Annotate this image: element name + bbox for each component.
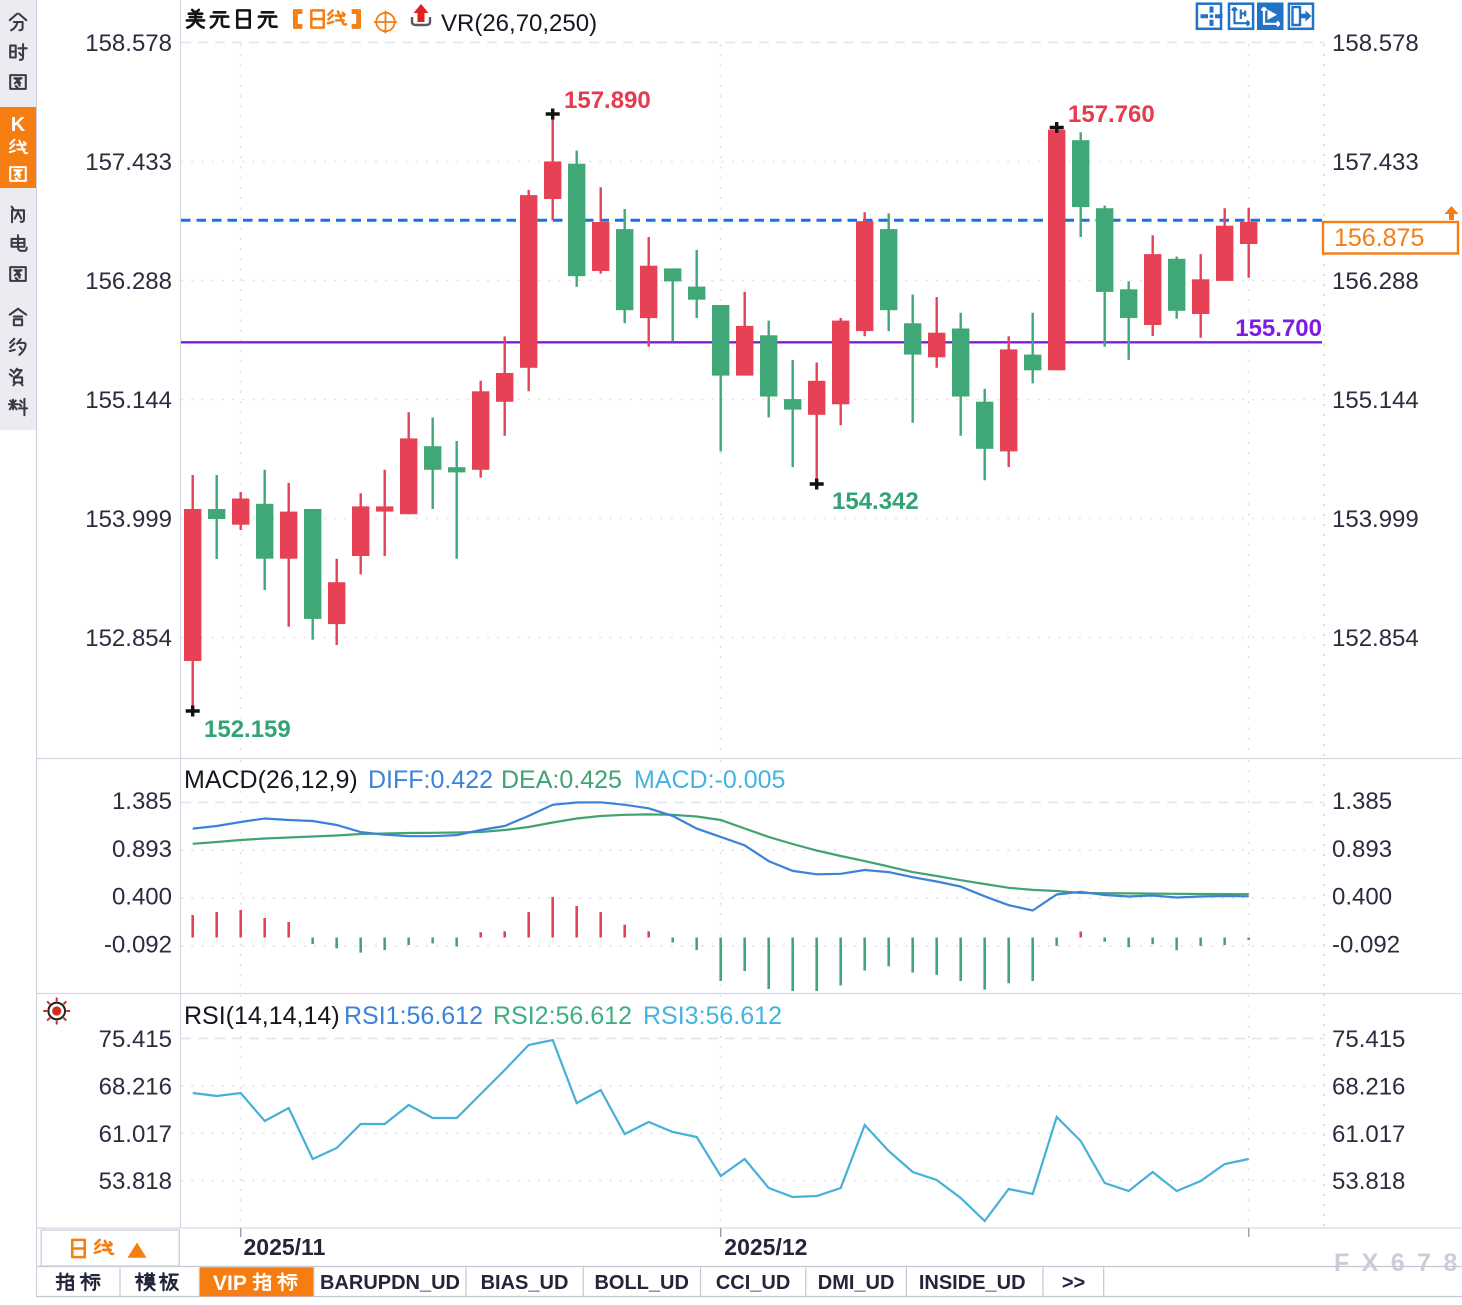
svg-text:156.288: 156.288 bbox=[85, 268, 172, 295]
svg-text:1.385: 1.385 bbox=[1332, 788, 1392, 815]
svg-text:2025/11: 2025/11 bbox=[244, 1234, 326, 1260]
svg-text:0.893: 0.893 bbox=[112, 836, 172, 863]
svg-text:DMI_UD: DMI_UD bbox=[818, 1272, 895, 1294]
svg-text:-0.092: -0.092 bbox=[104, 931, 172, 958]
svg-text:K: K bbox=[11, 114, 26, 136]
svg-text:158.578: 158.578 bbox=[85, 30, 172, 57]
svg-text:155.700: 155.700 bbox=[1235, 315, 1322, 342]
svg-text:RSI1:56.612: RSI1:56.612 bbox=[344, 1002, 483, 1030]
svg-text:MACD:-0.005: MACD:-0.005 bbox=[634, 766, 785, 794]
svg-text:0.893: 0.893 bbox=[1332, 836, 1392, 863]
svg-text:1.385: 1.385 bbox=[112, 788, 172, 815]
svg-text:152.159: 152.159 bbox=[204, 716, 291, 743]
svg-text:BARUPDN_UD: BARUPDN_UD bbox=[320, 1272, 460, 1294]
svg-text:CCI_UD: CCI_UD bbox=[716, 1272, 790, 1294]
svg-text:2025/12: 2025/12 bbox=[724, 1234, 807, 1260]
svg-text:53.818: 53.818 bbox=[1332, 1168, 1405, 1195]
svg-text:155.144: 155.144 bbox=[85, 387, 172, 414]
svg-text:157.890: 157.890 bbox=[564, 87, 651, 114]
svg-text:RSI(14,14,14): RSI(14,14,14) bbox=[184, 1002, 340, 1030]
svg-text:BIAS_UD: BIAS_UD bbox=[481, 1272, 569, 1294]
svg-text:75.415: 75.415 bbox=[99, 1026, 172, 1053]
svg-text:61.017: 61.017 bbox=[99, 1121, 172, 1148]
svg-text:>>: >> bbox=[1062, 1272, 1085, 1294]
svg-text:152.854: 152.854 bbox=[1332, 625, 1419, 652]
svg-text:BOLL_UD: BOLL_UD bbox=[594, 1272, 688, 1294]
svg-text:DIFF:0.422: DIFF:0.422 bbox=[368, 766, 493, 794]
svg-text:153.999: 153.999 bbox=[1332, 506, 1419, 533]
svg-text:0.400: 0.400 bbox=[1332, 884, 1392, 911]
svg-text:157.433: 157.433 bbox=[85, 149, 172, 176]
svg-text:VR(26,70,250): VR(26,70,250) bbox=[441, 10, 597, 37]
svg-text:156.875: 156.875 bbox=[1334, 224, 1424, 252]
svg-text:157.433: 157.433 bbox=[1332, 149, 1419, 176]
svg-text:155.144: 155.144 bbox=[1332, 387, 1419, 414]
svg-text:153.999: 153.999 bbox=[85, 506, 172, 533]
svg-text:0.400: 0.400 bbox=[112, 884, 172, 911]
svg-text:MACD(26,12,9): MACD(26,12,9) bbox=[184, 766, 358, 794]
svg-text:VIP: VIP bbox=[213, 1272, 247, 1295]
svg-text:RSI2:56.612: RSI2:56.612 bbox=[493, 1002, 632, 1030]
svg-text:61.017: 61.017 bbox=[1332, 1121, 1405, 1148]
svg-text:53.818: 53.818 bbox=[99, 1168, 172, 1195]
svg-text:154.342: 154.342 bbox=[832, 488, 919, 515]
svg-text:158.578: 158.578 bbox=[1332, 30, 1419, 57]
svg-text:68.216: 68.216 bbox=[1332, 1073, 1405, 1100]
svg-text:68.216: 68.216 bbox=[99, 1073, 172, 1100]
svg-text:157.760: 157.760 bbox=[1068, 101, 1155, 128]
svg-text:INSIDE_UD: INSIDE_UD bbox=[919, 1272, 1026, 1294]
svg-text:-0.092: -0.092 bbox=[1332, 931, 1400, 958]
svg-text:75.415: 75.415 bbox=[1332, 1026, 1405, 1053]
svg-text:DEA:0.425: DEA:0.425 bbox=[501, 766, 622, 794]
svg-text:FX678: FX678 bbox=[1334, 1249, 1462, 1277]
svg-text:152.854: 152.854 bbox=[85, 625, 172, 652]
svg-text:RSI3:56.612: RSI3:56.612 bbox=[643, 1002, 782, 1030]
svg-text:156.288: 156.288 bbox=[1332, 268, 1419, 295]
